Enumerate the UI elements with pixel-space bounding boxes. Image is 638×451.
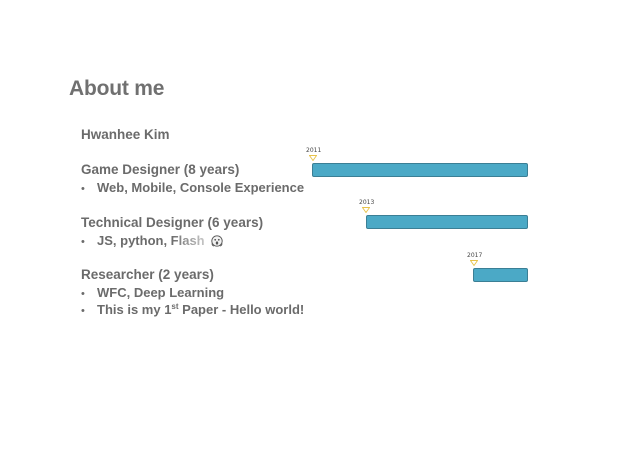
page-title: About me: [69, 77, 165, 100]
bullet-dot: •: [81, 288, 85, 300]
bullet-text: Paper - Hello world!: [178, 302, 305, 317]
screaming-face-icon: [211, 235, 223, 247]
timeline-marker-icon: [309, 155, 317, 161]
ordinal-suffix: st: [171, 302, 179, 311]
bullet-item: • WFC, Deep Learning: [81, 285, 224, 300]
timeline-bar: [473, 268, 528, 282]
timeline-marker-icon: [362, 207, 370, 213]
timeline-year-label: 2017: [467, 252, 483, 259]
bullet-item: • This is my 1st Paper - Hello world!: [81, 302, 304, 317]
bullet-item: • Web, Mobile, Console Experience: [81, 180, 304, 195]
bullet-text: Web, Mobile, Console Experience: [97, 180, 305, 195]
bullet-dot: •: [81, 183, 85, 195]
bullet-dot: •: [81, 305, 85, 317]
bullet-item: • JS, python, Flash: [81, 233, 223, 248]
role-researcher: Researcher (2 years): [81, 267, 214, 282]
bullet-dot: •: [81, 236, 85, 248]
person-name: Hwanhee Kim: [81, 127, 170, 142]
timeline-year-label: 2013: [359, 199, 375, 206]
bullet-text: JS, python,: [97, 233, 171, 248]
role-game-designer: Game Designer (8 years): [81, 162, 240, 177]
timeline-bar: [366, 215, 528, 229]
timeline-year-label: 2011: [306, 147, 322, 154]
bullet-text-faded: Flash: [170, 233, 205, 248]
bullet-text: This is my 1: [97, 302, 172, 317]
timeline-bar: [312, 163, 528, 177]
role-technical-designer: Technical Designer (6 years): [81, 215, 264, 230]
bullet-text: WFC, Deep Learning: [97, 285, 225, 300]
timeline-marker-icon: [470, 260, 478, 266]
